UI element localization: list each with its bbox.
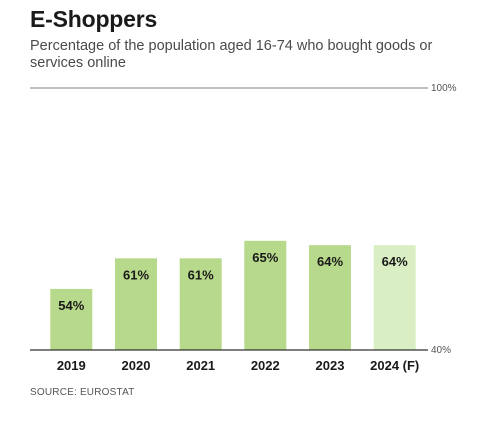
x-tick-label: 2024 (F) — [370, 358, 419, 373]
x-tick-label: 2023 — [316, 358, 345, 373]
labels-group: 54% 2019 61% 2020 61% 2021 65% 2022 64% 2023 64% 20… — [57, 250, 419, 373]
bar-2021 — [179, 258, 222, 350]
bar-2024-f — [373, 245, 416, 350]
y-axis-max-label: 100% — [431, 83, 457, 94]
bar-2022 — [244, 240, 287, 350]
x-tick-label: 2020 — [122, 358, 151, 373]
data-label: 65% — [252, 250, 278, 265]
x-tick-label: 2022 — [251, 358, 280, 373]
x-tick-label: 2019 — [57, 358, 86, 373]
source-note: SOURCE: EUROSTAT — [30, 387, 135, 398]
bars-group — [50, 240, 416, 350]
chart-subtitle: Percentage of the population aged 16-74 … — [30, 38, 433, 71]
data-label: 61% — [123, 267, 149, 282]
data-label: 54% — [58, 298, 84, 313]
y-axis-min-label: 40% — [431, 345, 451, 356]
data-label: 61% — [188, 267, 214, 282]
bar-2020 — [115, 258, 157, 350]
bar-2019 — [50, 288, 93, 350]
data-label: 64% — [317, 254, 343, 269]
bar-2023 — [309, 245, 351, 350]
data-label: 64% — [382, 254, 408, 269]
chart-title: E-Shoppers — [30, 6, 158, 32]
x-tick-label: 2021 — [186, 358, 215, 373]
